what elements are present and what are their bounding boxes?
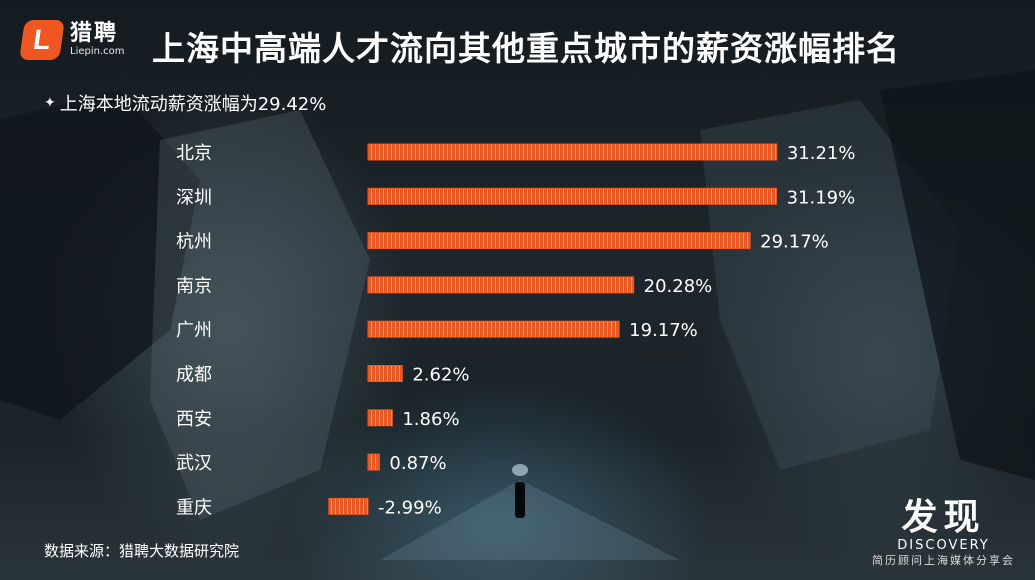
- brand-cn: 发现: [901, 497, 986, 538]
- header: L 猎聘 Liepin.com 上海中高端人才流向其他重点城市的薪资涨幅排名: [0, 0, 1035, 80]
- logo: L 猎聘 Liepin.com: [19, 20, 125, 60]
- bar: [367, 409, 393, 427]
- category-label: 南京: [176, 276, 212, 297]
- category-label: 深圳: [176, 187, 212, 208]
- bar: [328, 497, 369, 515]
- bar: [367, 232, 751, 250]
- category-label: 武汉: [176, 453, 212, 474]
- category-label: 北京: [176, 143, 212, 164]
- subtitle-text: 上海本地流动薪资涨幅为29.42%: [59, 94, 327, 115]
- chart-title: 上海中高端人才流向其他重点城市的薪资涨幅排名: [152, 29, 900, 68]
- value-label: 31.21%: [787, 143, 856, 164]
- chart-subtitle: ✦ 上海本地流动薪资涨幅为29.42%: [44, 90, 326, 116]
- bar: [367, 276, 635, 294]
- bar: [367, 453, 380, 471]
- bar: [367, 143, 778, 161]
- value-label: 1.86%: [402, 409, 459, 430]
- category-label: 成都: [176, 365, 212, 386]
- category-label: 重庆: [176, 497, 212, 518]
- value-label: -2.99%: [378, 497, 442, 518]
- category-label: 广州: [176, 320, 212, 341]
- category-label: 西安: [176, 409, 212, 430]
- bar: [367, 320, 620, 338]
- bar: [367, 187, 778, 205]
- value-label: 2.62%: [412, 365, 469, 386]
- value-label: 19.17%: [629, 320, 698, 341]
- brand-sub: 简历顾问上海媒体分享会: [872, 554, 1015, 567]
- value-label: 20.28%: [644, 276, 713, 297]
- sparkle-icon: ✦: [44, 95, 56, 111]
- bar: [367, 365, 403, 382]
- discovery-brand: 发现 DISCOVERY 简历顾问上海媒体分享会: [872, 498, 1015, 568]
- category-label: 杭州: [176, 232, 212, 253]
- value-label: 29.17%: [760, 232, 829, 253]
- brand-en: DISCOVERY: [897, 538, 990, 553]
- value-label: 31.19%: [787, 187, 856, 208]
- logo-cn: 猎聘: [70, 21, 119, 46]
- value-label: 0.87%: [389, 453, 446, 474]
- logo-en: Liepin.com: [70, 46, 125, 57]
- logo-text: 猎聘 Liepin.com: [70, 22, 125, 58]
- data-source: 数据来源：猎聘大数据研究院: [44, 542, 240, 560]
